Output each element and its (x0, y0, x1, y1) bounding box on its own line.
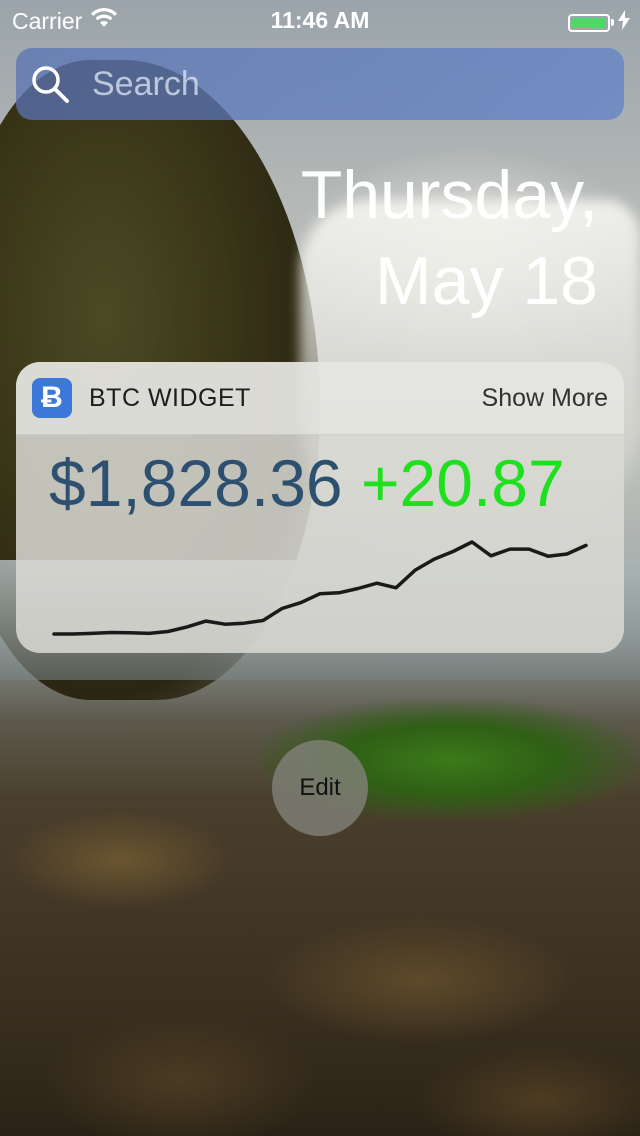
status-bar: Carrier 11:46 AM (0, 0, 640, 40)
search-input[interactable] (90, 63, 574, 105)
date-display: Thursday, May 18 (301, 152, 598, 324)
btc-price: $1,828.36 (49, 446, 343, 520)
show-more-button[interactable]: Show More (481, 383, 608, 412)
status-time: 11:46 AM (270, 7, 370, 33)
carrier-label: Carrier (12, 7, 83, 34)
bitcoin-icon: Ƀ (32, 378, 72, 418)
price-series-line (52, 540, 588, 636)
battery-tip (611, 19, 614, 26)
search-icon (30, 64, 70, 104)
edit-button[interactable]: Edit (272, 740, 368, 836)
widget-title: BTC WIDGET (89, 383, 251, 412)
date-weekday: Thursday, (300, 157, 598, 233)
price-row: $1,828.36 +20.87 (16, 435, 624, 525)
carrier-group: Carrier (12, 7, 118, 35)
widget-header: Ƀ BTC WIDGET Show More (16, 362, 624, 435)
price-chart (52, 540, 588, 636)
search-bar[interactable] (16, 48, 624, 120)
btc-widget[interactable]: Ƀ BTC WIDGET Show More $1,828.36 +20.87 (16, 362, 624, 653)
battery-icon (568, 13, 610, 32)
btc-change: +20.87 (361, 446, 565, 520)
battery-level-fill (572, 17, 606, 28)
wifi-icon (90, 7, 118, 35)
battery-indicator (568, 9, 630, 36)
wallpaper-rocks (0, 780, 640, 1136)
bolt-icon (618, 9, 630, 36)
date-day: May 18 (375, 243, 598, 319)
